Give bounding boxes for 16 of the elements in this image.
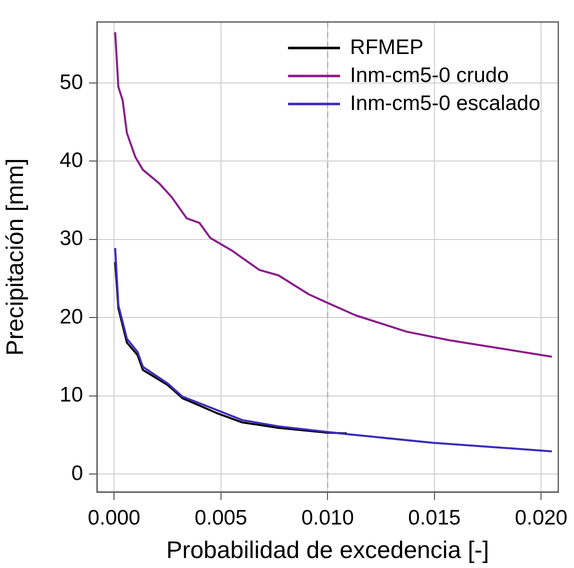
y-tick-label: 30 [60, 227, 83, 250]
x-tick-label: 0.015 [408, 506, 461, 530]
y-tick-label: 50 [60, 70, 83, 94]
x-tick-label: 0.005 [194, 506, 248, 530]
x-tick-label: 0.010 [301, 506, 354, 530]
y-tick-label: 10 [60, 384, 83, 407]
y-tick-label: 20 [60, 305, 83, 328]
legend-label: Inm-cm5-0 crudo [350, 64, 509, 87]
legend-label: RFMEP [350, 36, 424, 59]
y-tick-label: 0 [71, 462, 83, 485]
y-axis-title: Precipitación [mm] [2, 158, 30, 356]
x-tick-label: 0.000 [88, 506, 140, 530]
x-axis-title: Probabilidad de excedencia [-] [166, 537, 490, 564]
legend-label: Inm-cm5-0 escalado [350, 92, 540, 115]
x-tick-label: 0.020 [514, 506, 568, 530]
y-tick-label: 40 [60, 149, 83, 172]
